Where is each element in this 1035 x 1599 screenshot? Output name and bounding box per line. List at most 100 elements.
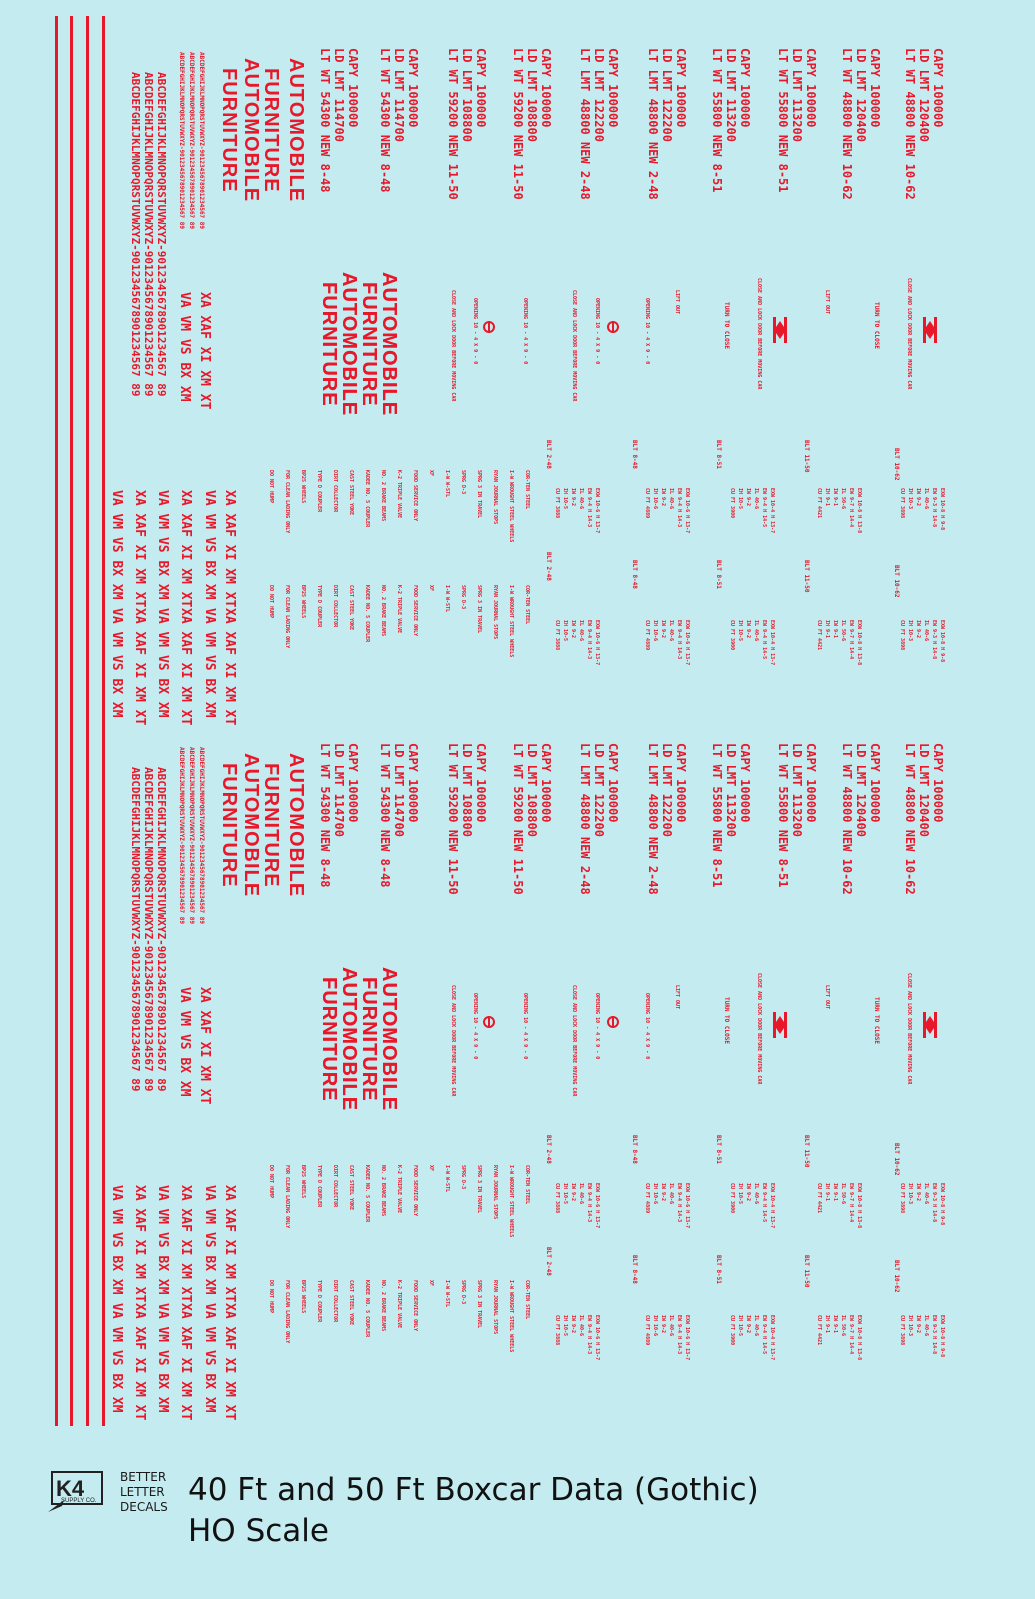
dimension-line: IL 40-6: [753, 488, 759, 510]
dimension-line: EXW 10-8 H 13-8: [856, 488, 862, 534]
commodity-word: AUTOMOBILE: [378, 272, 400, 417]
door-note: CLOSE AND LOCK DOOR BEFORE MOVING CAR: [906, 973, 912, 1085]
door-note: CLOSE AND LOCK DOOR BEFORE MOVING CAR: [756, 278, 762, 390]
door-emblem-icon: [922, 315, 938, 345]
dimension-line: EXW 10-4 H 13-7: [769, 488, 775, 534]
dimension-line: CU FT 4421: [816, 488, 822, 519]
equipment-note: SPRG 3 IN TRAVEL: [476, 1280, 482, 1329]
equipment-note: RYAN JOURNAL STOPS: [492, 1165, 498, 1220]
capacity-line: CAPY 100000: [346, 48, 360, 128]
dimension-line: CU FT 4421: [816, 620, 822, 651]
dimension-line: IW 9-1: [832, 620, 838, 639]
equipment-note: FOOD SERVICE ONLY: [412, 470, 418, 522]
equipment-note: COR-TEN STEEL: [524, 585, 530, 625]
small-alphabet-line: ABCDEFGHIJKLMNOPQRSTUVWXYZ-9012345678901…: [198, 747, 205, 925]
dimension-line: IL 40-6: [668, 1183, 674, 1205]
dimension-line: IH 10-6: [652, 1183, 658, 1205]
class-code-line: VA VM VS BX XM: [155, 1185, 170, 1295]
dimension-line: IW 9-1: [832, 488, 838, 507]
equipment-note: SPRG D-3: [460, 1165, 466, 1190]
dimension-line: EXW 10-6 H 13-7: [594, 1315, 600, 1361]
dimension-line: IH 9-1: [824, 1183, 830, 1202]
capacity-line: LT WT 54300 NEW 8-48: [318, 743, 332, 888]
equipment-note: RYAN JOURNAL STOPS: [492, 470, 498, 525]
equipment-note: TYPE D COUPLER: [316, 585, 322, 628]
capacity-line: CAPY 100000: [868, 48, 882, 128]
capacity-line: CAPY 100000: [406, 48, 420, 128]
title-line-1: 40 Ft and 50 Ft Boxcar Data (Gothic): [188, 1472, 759, 1508]
dimension-line: CU FT 3900: [729, 1315, 735, 1346]
dimension-line: IH 9-1: [824, 488, 830, 507]
equipment-note: K-2 TRIPLE VALVE: [396, 1165, 402, 1214]
equipment-note: SPRG 3 IN TRAVEL: [476, 585, 482, 634]
dimension-line: IL 40-6: [578, 1183, 584, 1205]
built-date: BLT 11-50: [803, 1135, 810, 1168]
class-code-line: XA XAF XI XM XT: [197, 987, 212, 1105]
class-code-line: XA XAF XI XM XT: [222, 1303, 237, 1421]
capacity-line: LD LMT 120400: [854, 743, 868, 837]
commodity-word: FURNITURE: [218, 763, 240, 888]
equipment-note: I-W W-STL: [444, 1280, 450, 1308]
equipment-note: NO. 2 BRAKE BEAMS: [380, 1280, 386, 1332]
dimension-line: EW 9-7 H 14-4: [848, 488, 854, 528]
capacity-line: LD LMT 113200: [724, 48, 738, 142]
capacity-line: LT LMT 48800 NEW 2-48: [646, 743, 660, 895]
equipment-note: CAST STEEL YOKE: [348, 585, 354, 631]
built-date: BLT 8-48: [631, 440, 638, 469]
equipment-note: XF: [428, 585, 434, 592]
dimension-line: EXW 10-8 H 9-8: [939, 1183, 945, 1226]
capacity-line: LT LMT 48800 NEW 2-48: [646, 48, 660, 200]
dimension-line: IW 9-2: [660, 488, 666, 507]
capacity-line: LT LMT 48800 NEW 2-48: [578, 48, 592, 200]
k4-logo: K4 SUPPLY CO.: [48, 1470, 108, 1512]
dimension-line: IW 9-2: [915, 488, 921, 507]
dimension-line: IW 9-2: [570, 620, 576, 639]
dimension-line: EW 9-7 H 14-4: [848, 1183, 854, 1223]
dimension-line: IH 10-5: [737, 488, 743, 510]
door-note: TURN TO CLOSE: [723, 997, 730, 1044]
class-code-line: XA XAF XI XM XT: [132, 1185, 147, 1303]
trim-rail: [86, 16, 89, 1426]
equipment-note: I-W W-STL: [444, 470, 450, 498]
capacity-line: CAPY 100000: [868, 743, 882, 823]
built-date: BLT 2-48: [545, 552, 552, 581]
class-code-line: VA VM VS BX XM: [177, 292, 192, 402]
dimension-line: CU FT 3900: [729, 488, 735, 519]
dimension-line: IW 9-2: [915, 620, 921, 639]
dimension-line: EW 9-3 H 14-8: [931, 1315, 937, 1355]
built-date: BLT 8-48: [631, 560, 638, 589]
alphabet-line: ABCDEFGHIJKLMNOPQRSTUVWXYZ-9012345678901…: [129, 767, 142, 1092]
equipment-note: CAST STEEL YOKE: [348, 1165, 354, 1211]
class-code-line: VA VM VS BX XM: [155, 1303, 170, 1413]
door-note: OPENING 10 - 4 X 9 - 0: [644, 993, 650, 1060]
dimension-line: IL 40-6: [923, 1315, 929, 1337]
equipment-note: K-2 TRIPLE VALVE: [396, 470, 402, 519]
dimension-line: IH 10-6: [652, 1315, 658, 1337]
class-code-line: VA VM VS BX XM: [109, 1185, 124, 1295]
dimension-line: EXW 10-4 H 13-7: [769, 1315, 775, 1361]
door-emblem-icon: [922, 1010, 938, 1040]
capacity-line: CAPY 100000: [346, 743, 360, 823]
dimension-line: IL 50-6: [840, 1315, 846, 1337]
dimension-line: IW 9-2: [745, 1183, 751, 1202]
dimension-line: EW 9-4 H 14-5: [761, 488, 767, 528]
equipment-note: DIRT COLLECTOR: [332, 470, 338, 513]
class-code-line: VA VM VS BX XM: [177, 987, 192, 1097]
capacity-line: LD LMT 122200: [660, 743, 674, 837]
commodity-word: AUTOMOBILE: [285, 753, 307, 898]
equipment-note: I-W WROUGHT STEEL WHEELS: [508, 1165, 514, 1238]
commodity-word: FURNITURE: [358, 282, 380, 407]
equipment-note: FOR CLEAN LADING ONLY: [284, 470, 290, 534]
equipment-note: RYAN JOURNAL STOPS: [492, 585, 498, 640]
dimension-line: IL 50-6: [840, 1183, 846, 1205]
capacity-line: LT WT 54300 NEW 8-48: [378, 743, 392, 888]
equipment-note: KADEE NO. 5 COUPLER: [364, 585, 370, 643]
dimension-line: EXW 10-8 H 9-8: [939, 1315, 945, 1358]
cross-circle-icon: [606, 320, 620, 334]
dimension-line: EW 9-4 H 14-3: [586, 488, 592, 528]
dimension-line: EW 9-4 H 14-3: [676, 488, 682, 528]
capacity-line: LD LMT 114700: [392, 48, 406, 142]
commodity-word: FURNITURE: [358, 977, 380, 1102]
dimension-line: CU FT 3898: [899, 1315, 905, 1346]
